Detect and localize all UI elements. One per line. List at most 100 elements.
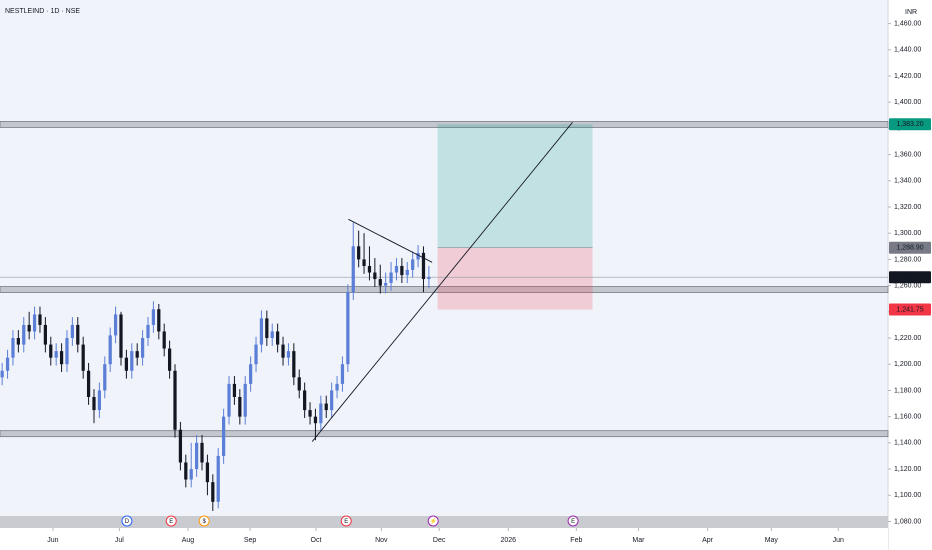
candle-body: [335, 383, 339, 391]
candle-body: [249, 364, 253, 384]
candle-body: [276, 331, 280, 345]
candle-body: [92, 396, 96, 411]
candle-body: [238, 396, 242, 417]
candle-body: [324, 403, 328, 411]
x-tick-label: Nov: [375, 537, 388, 544]
candle-body: [184, 462, 188, 480]
y-tick-label: 1,340.00: [894, 178, 921, 185]
y-tick-label: 1,220.00: [894, 335, 921, 342]
candle-body: [416, 252, 420, 260]
event-label: $: [203, 519, 207, 525]
candle-body: [32, 314, 37, 332]
candle-body: [200, 442, 204, 463]
y-tick-label: 1,460.00: [894, 20, 921, 27]
candle-body: [411, 259, 415, 270]
candle-body: [81, 344, 85, 371]
candle-body: [5, 357, 10, 371]
y-tick-label: 1,200.00: [894, 361, 921, 368]
event-label: D: [125, 519, 130, 525]
x-tick-label: Jul: [115, 537, 124, 544]
candle-body: [194, 442, 199, 470]
event-marker: [121, 515, 133, 527]
candle-body: [281, 344, 285, 358]
event-label: E: [344, 519, 348, 525]
candle-body: [97, 390, 102, 411]
candle-body: [27, 324, 31, 332]
candle-body: [384, 282, 388, 286]
candle-body: [222, 416, 226, 456]
x-tick-label: Aug: [182, 537, 195, 544]
event-label: ⚡: [429, 517, 436, 525]
candle-body: [308, 410, 312, 417]
target-tag: [889, 118, 931, 131]
candle-body: [313, 416, 318, 424]
candle-body: [286, 351, 291, 358]
candle-body: [43, 324, 47, 345]
x-tick-label: 2026: [500, 537, 516, 544]
candle-body: [140, 338, 145, 358]
y-tick-label: 1,100.00: [894, 492, 921, 499]
stop-tag: [889, 303, 931, 316]
entry-tag-label: 1,288.90: [896, 245, 923, 252]
time-axis: [0, 528, 888, 550]
candle-body: [346, 292, 350, 365]
event-label: E: [571, 519, 575, 525]
x-tick-label: Jun: [833, 537, 844, 544]
x-tick-label: Oct: [311, 537, 322, 544]
candle-body: [151, 309, 156, 325]
y-tick-label: 1,120.00: [894, 466, 921, 473]
candle-body: [157, 309, 161, 332]
y-tick-label: 1,320.00: [894, 204, 921, 211]
candle-body: [362, 259, 366, 266]
candle-body: [421, 252, 426, 280]
y-tick-label: 1,160.00: [894, 413, 921, 420]
candle-body: [357, 246, 361, 260]
trendline: [311, 121, 573, 442]
y-tick-label: 1,400.00: [894, 99, 921, 106]
y-tick-label: 1,420.00: [894, 73, 921, 80]
x-tick-label: Apr: [702, 537, 714, 544]
loss-zone: [437, 247, 593, 310]
candle-body: [130, 351, 134, 371]
candle-body: [59, 351, 64, 365]
y-tick-label: 1,300.00: [894, 230, 921, 237]
candle-body: [86, 370, 91, 397]
stop-tag-label: 1,241.75: [896, 306, 923, 313]
candle-body: [103, 364, 107, 391]
event-marker: [198, 515, 210, 527]
candle-body: [270, 331, 274, 339]
y-tick-label: 1,440.00: [894, 47, 921, 54]
x-tick-label: Sep: [244, 537, 257, 544]
plot-background: [0, 0, 888, 528]
event-strip: [0, 516, 888, 528]
candle-body: [265, 318, 269, 339]
candle-body: [227, 383, 231, 417]
candle-body: [0, 370, 4, 378]
candle-body: [146, 324, 150, 339]
y-tick-label: 1,360.00: [894, 151, 921, 158]
candle-body: [259, 318, 264, 345]
candle-body: [38, 314, 42, 325]
candle-body: [216, 455, 220, 502]
zone: [0, 121, 889, 128]
candle-body: [49, 344, 53, 358]
candle-body: [400, 265, 404, 276]
candle-body: [211, 482, 215, 502]
candle-body: [108, 335, 112, 365]
x-tick-label: May: [765, 537, 779, 544]
event-label: E: [169, 519, 173, 525]
candle-body: [173, 370, 177, 430]
candle-body: [167, 348, 172, 371]
event-marker: [567, 515, 579, 527]
candle-body: [340, 364, 345, 384]
candle-body: [373, 272, 377, 280]
candle-body: [292, 351, 296, 378]
candle-body: [11, 338, 15, 358]
candle-body: [65, 338, 69, 365]
y-tick-label: 1,180.00: [894, 387, 921, 394]
candle-body: [405, 269, 409, 276]
event-marker: [340, 515, 352, 527]
candle-body: [303, 390, 307, 411]
candle-body: [113, 314, 118, 336]
